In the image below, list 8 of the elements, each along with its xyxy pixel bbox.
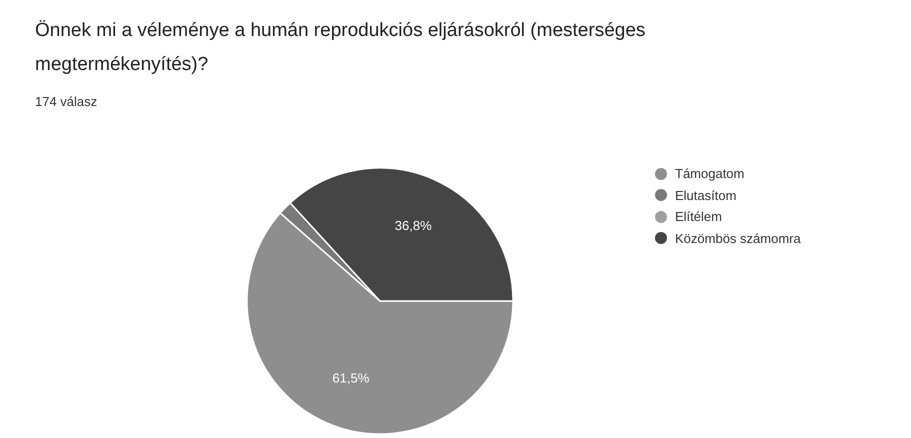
legend-label: Elutasítom xyxy=(675,188,736,203)
text: 174 válasz xyxy=(35,94,98,109)
legend-label: Támogatom xyxy=(675,166,744,182)
data-label: 36,8% xyxy=(394,218,432,234)
legend-label: Elítélem xyxy=(675,209,722,224)
legend-label: Közömbös számomra xyxy=(675,230,801,246)
chart-title: Önnek mi a véleménye a humán reprodukciós eljárásokról (mesterséges megtermékenyítés)? xyxy=(35,19,646,77)
data-label: 61,5% xyxy=(332,370,370,386)
